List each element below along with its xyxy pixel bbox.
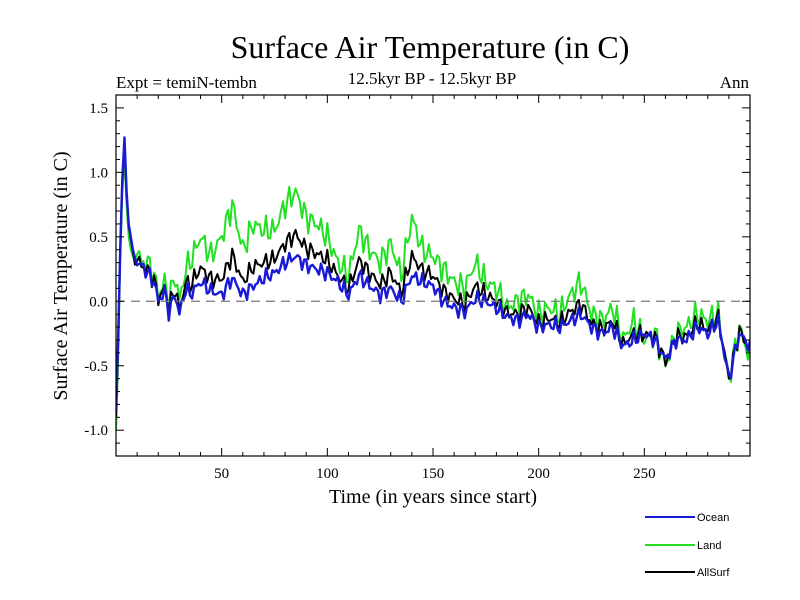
y-tick-label: -1.0 xyxy=(84,423,108,439)
x-axis: 50 100 150 200 250 xyxy=(136,95,730,482)
x-tick-label: 100 xyxy=(316,466,339,482)
y-tick-label: 1.5 xyxy=(89,101,108,117)
x-tick-label: 200 xyxy=(527,466,550,482)
legend-label-land: Land xyxy=(697,540,721,552)
legend: Ocean Land AllSurf xyxy=(645,512,730,579)
series-line-allsurf xyxy=(116,143,750,418)
chart-period-label: Ann xyxy=(720,73,750,92)
x-axis-label: Time (in years since start) xyxy=(329,486,537,508)
y-tick-label: 0.0 xyxy=(89,294,108,310)
series-line-ocean xyxy=(116,136,750,411)
x-tick-label: 150 xyxy=(422,466,445,482)
y-axis: -1.0 -0.5 0.0 0.5 1.0 1.5 xyxy=(84,101,750,444)
legend-label-ocean: Ocean xyxy=(697,512,729,524)
chart-expt-label: Expt = temiN-tembn xyxy=(116,73,257,92)
chart-subtitle: 12.5kyr BP - 12.5kyr BP xyxy=(348,69,516,88)
series-layer xyxy=(116,136,750,431)
y-tick-label: 0.5 xyxy=(89,230,108,246)
y-tick-label: -0.5 xyxy=(84,359,108,375)
legend-label-allsurf: AllSurf xyxy=(697,567,730,579)
series-line-land xyxy=(116,158,750,431)
x-tick-label: 250 xyxy=(633,466,656,482)
x-tick-label: 50 xyxy=(214,466,229,482)
chart-title: Surface Air Temperature (in C) xyxy=(231,29,630,65)
y-tick-label: 1.0 xyxy=(89,165,108,181)
y-axis-label: Surface Air Temperature (in C) xyxy=(50,151,72,400)
